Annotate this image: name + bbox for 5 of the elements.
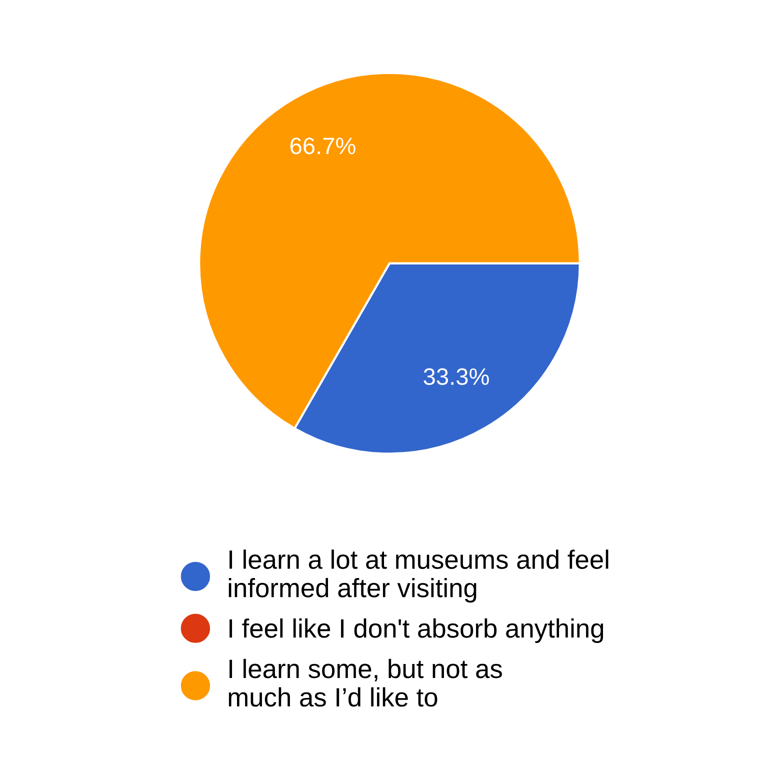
legend-label: I learn a lot at museums and feel informed after visiting (228, 550, 608, 603)
legend-label: I feel like I don't absorb anything (230, 618, 604, 644)
data-label: 66.7% (290, 138, 356, 154)
legend-label: I learn some, but not as much as I’d like to (228, 658, 502, 707)
data-label: 33.3% (424, 368, 489, 385)
